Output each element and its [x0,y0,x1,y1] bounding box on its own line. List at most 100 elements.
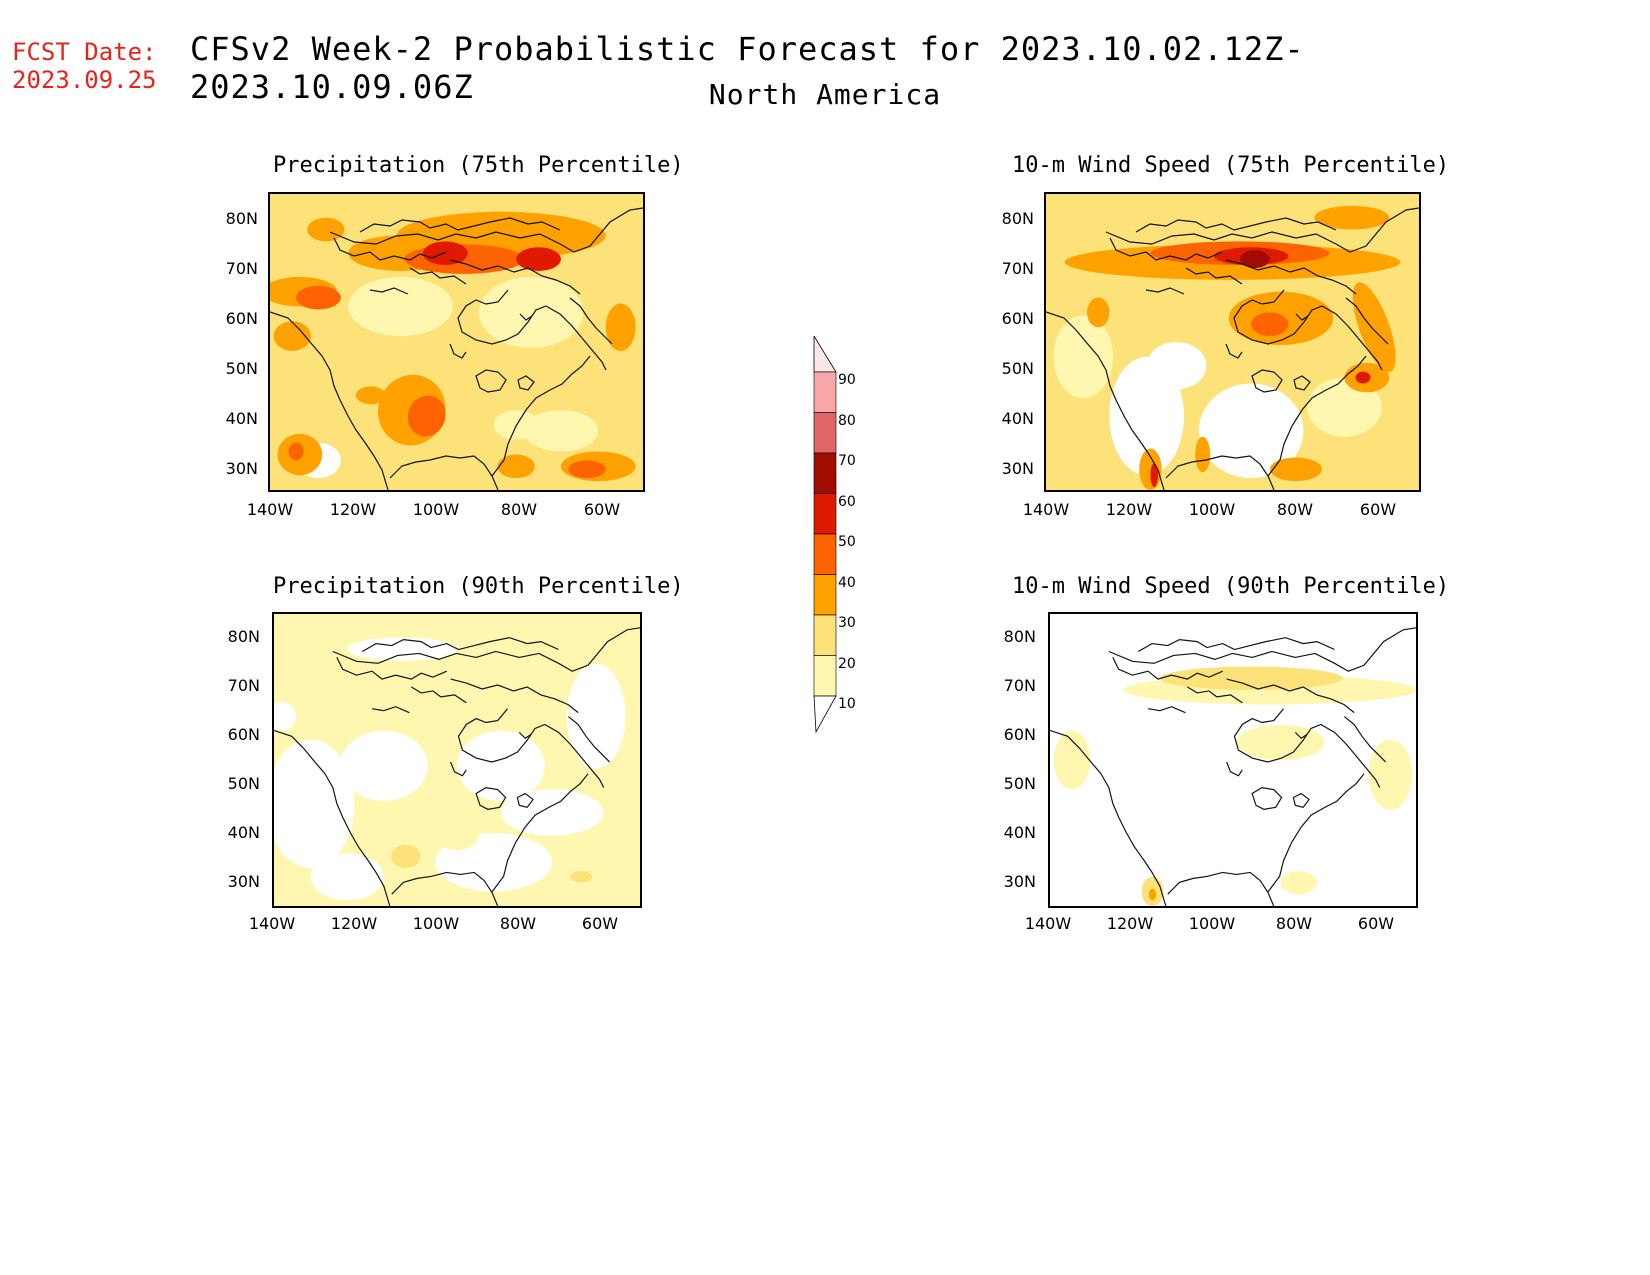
fcst-date-block: FCST Date: 2023.09.25 [12,38,157,94]
wind75-coastline [1225,259,1357,295]
map-precip90-svg [274,614,640,906]
wind90-contour-region [1053,730,1091,790]
wind90-contour-region [1050,684,1124,720]
colorbar-swatch [813,452,837,494]
wind75-contour-region [1314,205,1390,230]
precip75-coastline [270,311,389,490]
precip75-contour-region [568,460,606,479]
precip75-coastlines [270,207,643,490]
precip90-contour-region [274,701,296,731]
lat-label: 70N [225,259,258,278]
precip75-contour-region [307,217,345,242]
wind75-contour-region [1087,297,1110,328]
lat-label: 80N [1001,209,1034,228]
wind90-coastline [1108,627,1416,672]
precip90-contour-region [310,853,384,901]
lat-label: 50N [1001,359,1034,378]
wind75-coastline [1293,375,1311,391]
precip75-contour-region [407,395,446,437]
lon-label: 80W [499,914,537,933]
colorbar-top-arrow [813,336,837,373]
lon-label: 120W [1105,500,1153,519]
precip75-coastline [569,297,613,345]
precip90-coastline [450,761,467,777]
precip75-contour-region [422,241,468,266]
colorbar-swatch [813,412,837,454]
precip75-contour-region [605,303,636,351]
precip90-coastlines [274,627,640,906]
colorbar-swatch [813,614,837,656]
map-precip90 [272,612,642,908]
lon-label: 140W [246,500,294,519]
lon-label: 100W [1188,500,1236,519]
precip75-contour-region [523,410,599,452]
lat-label: 50N [227,774,260,793]
wind75-coastline [1135,217,1337,233]
lon-label: 60W [583,500,621,519]
wind90-contour-region [1050,678,1416,906]
wind75-contour-region [1239,250,1270,268]
wind90-coastline [1294,731,1308,740]
precip90-coastline [372,706,410,714]
wind75-contour-region [1146,342,1207,390]
lat-label: 40N [225,409,258,428]
lon-label: 100W [412,500,460,519]
wind75-coastline [1225,343,1243,359]
wind75-coastlines [1046,207,1419,490]
wind90-contour-region [1159,666,1343,690]
wind90-coastline [1050,729,1167,906]
colorbar [813,336,837,734]
lat-label: 70N [227,676,260,695]
map-wind75 [1044,192,1421,492]
colorbar-label: 70 [838,453,856,469]
lat-label: 60N [1003,725,1036,744]
colorbar-label: 60 [838,494,856,510]
wind90-coastline [1226,761,1243,777]
lat-label: 60N [227,725,260,744]
lon-label: 100W [412,914,460,933]
fcst-date-label: FCST Date: [12,38,157,66]
panel-title-wind90: 10-m Wind Speed (90th Percentile) [1012,574,1450,599]
lon-label: 80W [500,500,538,519]
lat-label: 30N [1001,459,1034,478]
panel-title-wind75: 10-m Wind Speed (75th Percentile) [1012,153,1450,178]
precip90-contour-region [566,663,626,769]
precip75-contour-region [478,276,584,348]
precip90-coastline [274,729,391,906]
wind75-contour-region [1269,457,1323,482]
lon-label: 120W [1106,914,1154,933]
precip75-contour-region [273,321,312,351]
wind75-contour-region [1150,463,1158,488]
precip90-coastline [336,657,447,680]
lat-label: 40N [1003,823,1036,842]
lon-label: 100W [1188,914,1236,933]
colorbar-swatch [813,533,837,575]
wind75-coastline [1233,289,1383,371]
wind90-contour-region [1269,628,1416,658]
lon-label: 120W [330,914,378,933]
wind75-contour-region [1355,371,1371,384]
lat-label: 80N [227,627,260,646]
lon-label: 140W [1022,500,1070,519]
precip90-coastline [450,678,579,714]
wind90-contour-region [1368,739,1413,810]
wind90-coastline [1267,773,1365,893]
lon-label: 120W [329,500,377,519]
wind75-coastline [1345,297,1389,345]
colorbar-label: 50 [838,534,856,550]
wind90-coastlines [1050,627,1416,906]
lat-label: 50N [225,359,258,378]
precip75-coastline [359,217,561,233]
precip90-contour-region [500,789,604,836]
colorbar-swatch [813,574,837,616]
wind90-coastline [1233,708,1381,788]
wind90-coastline [1292,792,1310,809]
wind75-coastline [1295,313,1309,321]
wind90-contour-region [1068,628,1252,658]
precip90-contour-region [274,739,355,869]
precip75-coastline [449,343,467,359]
colorbar-label: 30 [838,615,856,631]
colorbar-label: 80 [838,413,856,429]
wind90-contour-region [1236,724,1325,760]
precip75-coastline [449,259,581,295]
